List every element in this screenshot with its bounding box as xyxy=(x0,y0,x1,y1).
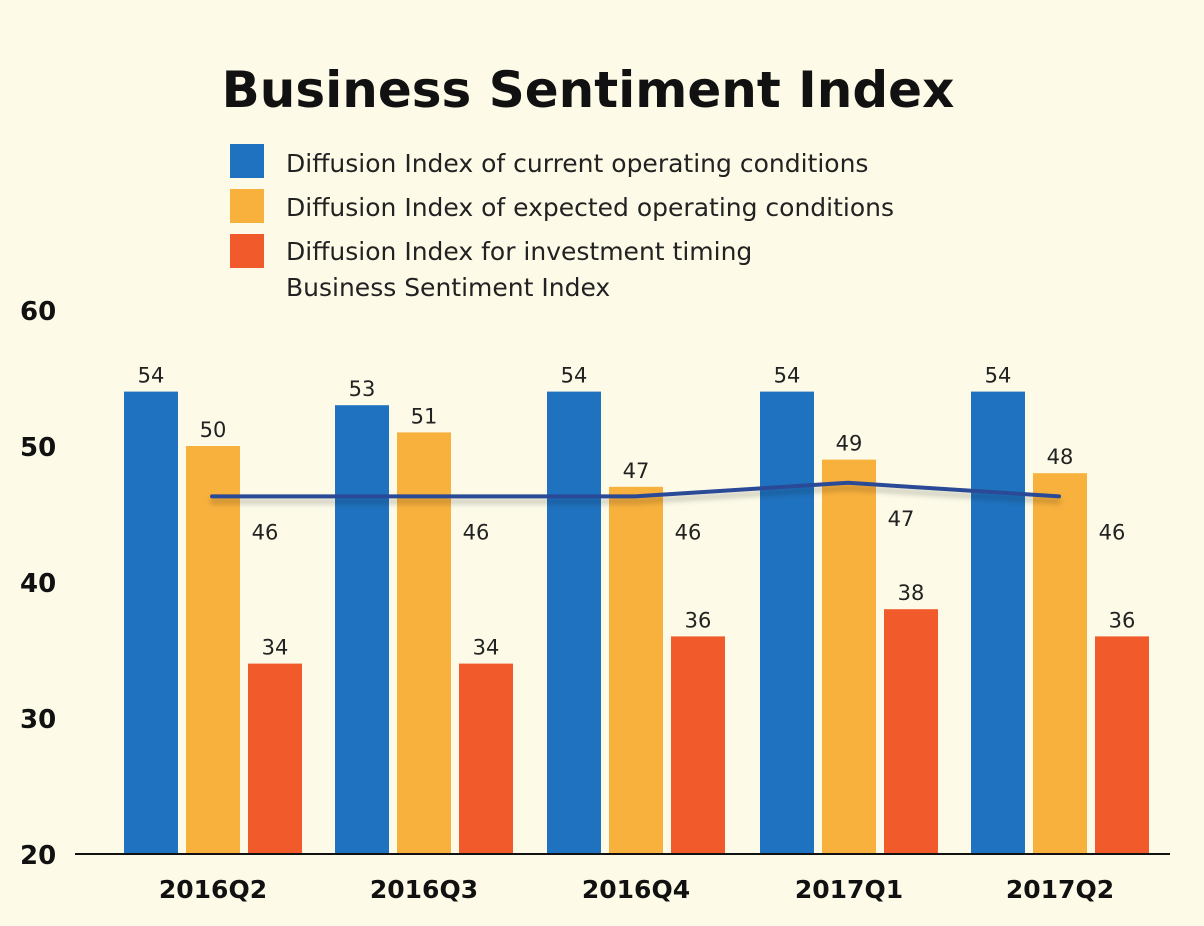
bar-value-label: 54 xyxy=(985,364,1012,388)
bars: 54 50 34 53 51 34 54 47 36 54 49 38 54 48 36 xyxy=(124,364,1149,854)
bar-value-label: 54 xyxy=(138,364,165,388)
legend-label-sentiment: Business Sentiment Index xyxy=(286,273,610,302)
bar-value-label: 34 xyxy=(262,636,289,660)
bar-value-label: 48 xyxy=(1047,445,1074,469)
legend: Diffusion Index of current operating con… xyxy=(217,144,894,302)
x-axis: 2016Q2 2016Q3 2016Q4 2017Q1 2017Q2 xyxy=(75,853,1170,904)
legend-label-investment: Diffusion Index for investment timing xyxy=(286,237,752,266)
bar-value-label: 50 xyxy=(200,418,227,442)
x-tick-label: 2017Q2 xyxy=(1006,875,1114,904)
line-value-label: 46 xyxy=(1099,520,1126,544)
bar-expected xyxy=(1033,473,1087,854)
bar-expected xyxy=(609,486,663,854)
chart-title: Business Sentiment Index xyxy=(222,61,955,119)
legend-swatch-investment xyxy=(230,234,264,268)
y-tick-label: 30 xyxy=(20,705,56,735)
y-tick-label: 50 xyxy=(20,433,56,463)
x-tick-label: 2016Q4 xyxy=(582,875,690,904)
y-tick-label: 40 xyxy=(20,569,56,599)
bar-expected xyxy=(822,459,876,854)
bar-expected xyxy=(186,446,240,854)
line-value-label: 47 xyxy=(888,507,915,531)
bar-current xyxy=(124,391,178,854)
bar-value-label: 36 xyxy=(1109,608,1136,632)
y-tick-label: 20 xyxy=(20,841,56,871)
line-value-label: 46 xyxy=(675,520,702,544)
legend-label-expected: Diffusion Index of expected operating co… xyxy=(286,193,894,222)
bar-value-label: 47 xyxy=(623,459,650,483)
bar-value-label: 38 xyxy=(898,581,925,605)
bar-value-label: 34 xyxy=(473,636,500,660)
bar-current xyxy=(335,405,389,854)
sentiment-line-group: 46 46 46 47 46 xyxy=(210,480,1126,544)
x-tick-label: 2016Q2 xyxy=(159,875,267,904)
x-tick-label: 2016Q3 xyxy=(370,875,478,904)
x-tick-label: 2017Q1 xyxy=(795,875,903,904)
legend-swatch-expected xyxy=(230,189,264,223)
bar-value-label: 53 xyxy=(349,377,376,401)
legend-swatch-current xyxy=(230,144,264,178)
y-axis: 60 50 40 30 20 xyxy=(20,297,56,871)
sentiment-line xyxy=(210,480,1061,499)
bar-value-label: 49 xyxy=(836,432,863,456)
bar-investment xyxy=(1095,636,1149,854)
bar-value-label: 54 xyxy=(561,364,588,388)
bar-current xyxy=(760,391,814,854)
y-tick-label: 60 xyxy=(20,297,56,327)
bar-expected xyxy=(397,432,451,854)
bar-value-label: 54 xyxy=(774,364,801,388)
bar-investment xyxy=(248,663,302,854)
bar-investment xyxy=(884,609,938,854)
line-value-label: 46 xyxy=(252,520,279,544)
line-value-label: 46 xyxy=(463,520,490,544)
legend-label-current: Diffusion Index of current operating con… xyxy=(286,149,868,178)
bar-current xyxy=(971,391,1025,854)
bar-investment xyxy=(671,636,725,854)
bar-investment xyxy=(459,663,513,854)
bar-value-label: 51 xyxy=(411,404,438,428)
bar-value-label: 36 xyxy=(685,608,712,632)
bar-current xyxy=(547,391,601,854)
